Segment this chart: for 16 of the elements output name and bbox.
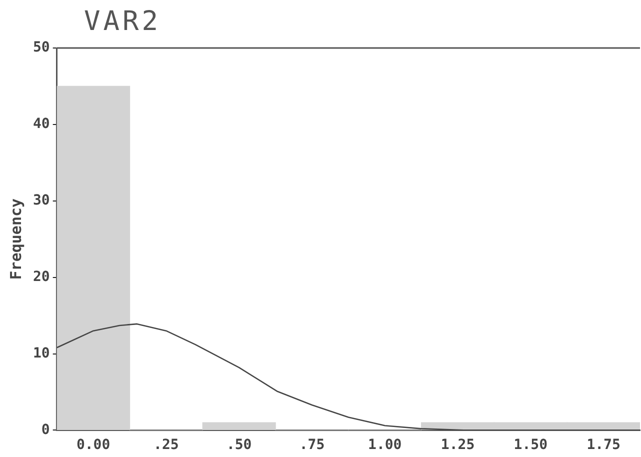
y-tick-label: 10 xyxy=(33,345,50,362)
x-tick-label: 1.00 xyxy=(368,437,402,454)
x-tick-label: 1.75 xyxy=(586,437,620,454)
chart-title: VAR2 xyxy=(84,6,162,37)
x-tick-label: 1.25 xyxy=(440,437,475,454)
y-tick-label: 20 xyxy=(33,268,50,285)
x-tick-label: .50 xyxy=(226,437,252,454)
x-tick-label: 0.00 xyxy=(76,437,110,454)
y-tick-label: 0 xyxy=(41,422,50,438)
y-tick-label: 50 xyxy=(33,40,50,56)
x-tick-label: .75 xyxy=(299,437,325,454)
y-tick-label: 30 xyxy=(33,192,50,209)
x-tick-label: .25 xyxy=(154,437,179,454)
y-tick-label: 40 xyxy=(33,116,50,132)
x-tick-label: 1.50 xyxy=(514,437,548,454)
y-axis-title: Frequency xyxy=(6,198,25,280)
